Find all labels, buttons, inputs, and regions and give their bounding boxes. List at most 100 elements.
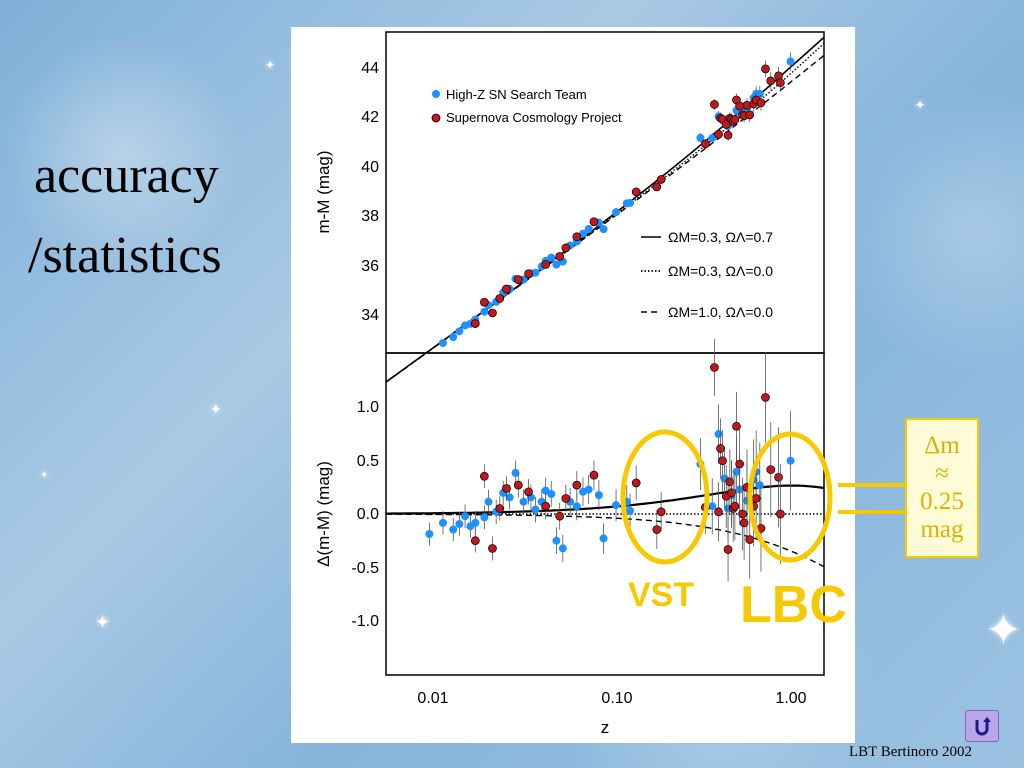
hubble-diagram-figure: m-M (mag) Δ(m-M) (mag) z 34 36 38 40 42 …	[291, 27, 855, 743]
data-point	[701, 139, 710, 149]
data-point	[584, 225, 593, 234]
legend-label-scp: Supernova Cosmology Project	[446, 110, 622, 125]
data-point	[558, 544, 567, 553]
data-point	[626, 198, 635, 207]
data-point	[511, 468, 520, 477]
data-point	[761, 393, 770, 402]
footer-text: LBT Bertinoro 2002	[848, 744, 972, 760]
data-point	[561, 494, 571, 503]
star-sparkle: ✦	[915, 98, 926, 112]
data-point	[524, 487, 533, 497]
data-point	[599, 534, 608, 543]
return-button[interactable]	[965, 710, 999, 742]
data-point	[449, 333, 458, 342]
annotation-line: ≈	[935, 460, 949, 487]
star-sparkle: ✦	[210, 402, 222, 418]
data-point	[555, 252, 565, 261]
data-point	[470, 536, 480, 545]
data-point	[561, 243, 571, 253]
data-point	[555, 511, 565, 521]
data-point	[438, 518, 447, 527]
data-point	[786, 456, 795, 465]
legend-marker-highz	[432, 90, 440, 98]
data-point	[488, 544, 497, 553]
data-point	[723, 545, 733, 554]
data-point	[656, 507, 666, 517]
data-point	[471, 518, 480, 527]
data-point	[701, 502, 710, 512]
data-point	[727, 488, 736, 498]
data-point	[761, 64, 770, 74]
data-point	[774, 473, 783, 482]
star-sparkle: ✦	[95, 612, 111, 633]
star-sparkle: ✦	[985, 605, 1022, 656]
data-point	[751, 494, 761, 503]
model-legend: ΩM=0.3, ΩΛ=0.7 ΩM=0.3, ΩΛ=0.0 ΩM=1.0, ΩΛ…	[641, 229, 773, 320]
data-point	[455, 327, 464, 336]
data-point	[766, 76, 776, 86]
data-point	[631, 187, 641, 197]
data-point	[599, 225, 608, 234]
data-point	[745, 110, 755, 120]
data-point	[612, 501, 621, 510]
data-point	[786, 57, 795, 66]
data-point	[438, 338, 447, 347]
data-point	[552, 536, 561, 545]
top-ytick-label: 44	[361, 60, 379, 77]
xtick-label: 0.01	[417, 690, 448, 707]
data-point	[541, 501, 551, 511]
data-point	[589, 217, 599, 227]
model-legend-label: ΩM=0.3, ΩΛ=0.7	[668, 229, 773, 245]
data-point	[547, 253, 556, 262]
bottom-ytick-label: -1.0	[351, 613, 379, 630]
model-legend-label: ΩM=0.3, ΩΛ=0.0	[668, 263, 773, 279]
data-point	[730, 115, 740, 124]
bottom-xlabel: z	[601, 718, 610, 737]
data-point	[541, 260, 551, 269]
bottom-ytick-label: 1.0	[357, 399, 379, 416]
data-point	[714, 430, 723, 439]
data-point	[776, 78, 785, 88]
slide-title-line1: accuracy	[34, 147, 219, 204]
data-point	[696, 460, 705, 469]
top-ytick-label: 36	[361, 258, 379, 275]
data-point	[710, 100, 719, 109]
data-point	[714, 129, 723, 139]
data-point	[461, 512, 470, 521]
chart-marks	[385, 36, 825, 582]
star-sparkle: ✦	[40, 470, 49, 481]
top-ytick-label: 38	[361, 208, 379, 225]
legend-marker-scp	[431, 113, 441, 123]
data-point	[470, 319, 480, 328]
top-ytick-label: 34	[361, 307, 379, 324]
legend: High-Z SN Search Team Supernova Cosmolog…	[431, 87, 622, 125]
data-point	[718, 456, 727, 466]
data-point	[766, 465, 776, 474]
data-point	[716, 444, 725, 453]
data-point	[552, 260, 561, 269]
data-point	[755, 481, 764, 490]
annotation-line: Δm	[924, 432, 960, 459]
legend-label-highz: High-Z SN Search Team	[446, 87, 587, 102]
data-point	[708, 134, 717, 143]
xtick-label: 0.10	[601, 690, 632, 707]
data-point	[594, 491, 603, 500]
delta-m-annotation-box: Δm ≈ 0.25 mag	[905, 418, 979, 558]
star-sparkle: ✦	[265, 58, 276, 72]
data-point	[513, 480, 523, 490]
data-point	[742, 483, 752, 492]
data-point	[738, 509, 747, 519]
data-point	[714, 507, 723, 517]
data-point	[531, 268, 540, 277]
data-point	[572, 232, 582, 242]
data-point	[488, 308, 497, 318]
data-point	[572, 480, 582, 490]
data-point	[519, 497, 528, 506]
data-point	[513, 275, 523, 284]
data-point	[656, 175, 666, 184]
data-point	[612, 208, 621, 217]
data-point	[730, 501, 740, 511]
hubble-diagram-svg: m-M (mag) Δ(m-M) (mag) z 34 36 38 40 42 …	[314, 31, 825, 737]
top-y-ticks: 34 36 38 40 42 44	[361, 60, 379, 324]
data-point	[732, 421, 741, 431]
